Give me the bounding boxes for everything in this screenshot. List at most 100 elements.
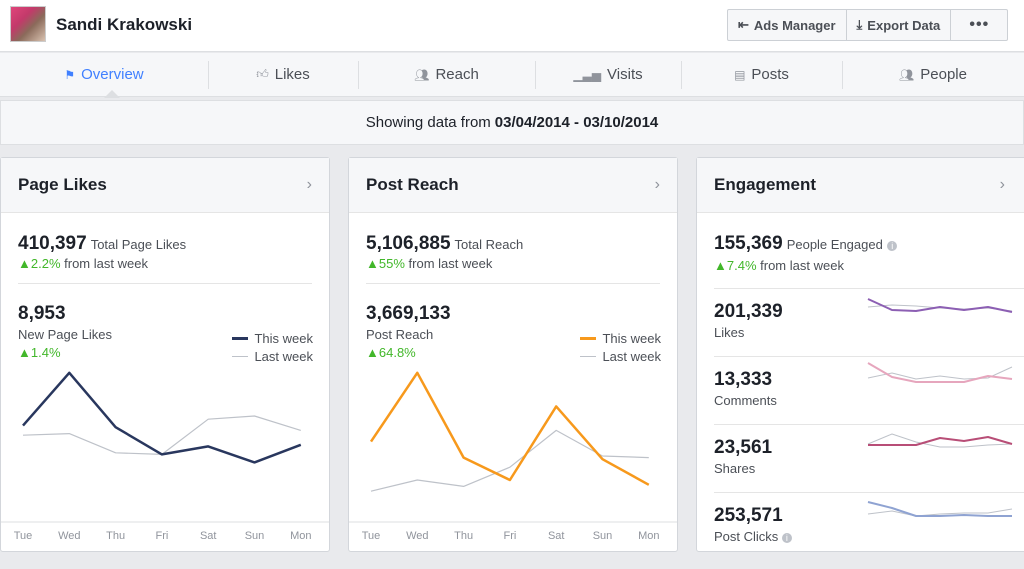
date-range[interactable]: 03/04/2014 - 03/10/2014 <box>494 114 659 131</box>
tab-likes[interactable]: 👍︎ Likes <box>208 53 358 96</box>
active-tab-caret <box>104 90 120 98</box>
tab-label: Likes <box>274 66 310 83</box>
flag-icon: ⚑ <box>64 67 76 82</box>
legend-label: This week <box>254 330 313 346</box>
export-data-label: Export Data <box>867 17 941 33</box>
ads-manager-label: Ads Manager <box>753 17 836 33</box>
change-value: 64.8% <box>378 345 416 360</box>
legend-swatch <box>580 355 597 357</box>
divider <box>366 283 660 284</box>
ads-manager-button[interactable]: ⇤ Ads Manager <box>728 10 847 40</box>
metric-label-text: Shares <box>714 461 756 476</box>
tab-label: Overview <box>81 66 144 83</box>
info-icon[interactable]: i <box>887 241 898 251</box>
post-reach-change: ▲64.8% <box>366 345 416 360</box>
page-likes-header[interactable]: Page Likes › <box>1 158 329 213</box>
tab-visits[interactable]: ▁▃▅ Visits <box>535 53 681 96</box>
header-buttons: ⇤ Ads Manager ⤓ Export Data ••• <box>727 9 1009 41</box>
change-value: 55% <box>378 256 405 271</box>
engaged-change: ▲7.4% from last week <box>714 258 844 273</box>
more-button[interactable]: ••• <box>969 16 990 33</box>
change-label: from last week <box>408 256 493 271</box>
change-value: 2.2% <box>30 256 61 271</box>
tab-reach[interactable]: 👥︎ Reach <box>358 53 535 96</box>
change-label: from last week <box>760 258 844 273</box>
avatar[interactable] <box>10 6 46 42</box>
people-icon: 👥︎ <box>414 67 430 82</box>
bar-chart-icon: ▁▃▅ <box>573 67 602 82</box>
export-data-button[interactable]: ⤓ Export Data <box>847 10 952 40</box>
legend-label: Last week <box>602 348 661 364</box>
total-reach: 5,106,885 Total Reach <box>366 233 523 255</box>
post-reach-card: Post Reach › 5,106,885 Total Reach ▲55% fr… <box>348 157 678 552</box>
metric-value: 253,571 <box>714 505 783 526</box>
metric-value: 13,333 <box>714 369 773 390</box>
card-title: Page Likes <box>18 175 107 194</box>
insights-nav: ⚑ Overview 👍︎ Likes 👥︎ Reach ▁▃▅ Visits ▤ Pos… <box>0 53 1024 97</box>
chart-legend: This week Last week <box>232 329 313 365</box>
legend-swatch <box>232 336 249 340</box>
metric-label: Post Clicks i <box>714 529 792 544</box>
metric-label-text: Post Clicks <box>714 529 779 544</box>
divider <box>714 288 1024 289</box>
chevron-right-icon[interactable]: › <box>999 176 1005 193</box>
page-likes-card: Page Likes › 410,397 Total Page Likes ▲2.2… <box>0 157 330 552</box>
tab-label: Visits <box>607 66 643 83</box>
tab-overview[interactable]: ⚑ Overview <box>0 53 208 96</box>
legend-swatch <box>580 336 597 340</box>
chart-legend: This week Last week <box>580 329 661 365</box>
thumbs-up-icon: 👍︎ <box>256 67 269 81</box>
date-prefix: Showing data from <box>365 114 491 131</box>
card-title: Engagement <box>714 175 817 194</box>
legend-this-week: This week <box>580 329 661 347</box>
people-engaged: 155,369 People Engaged i <box>714 233 898 255</box>
post-reach-header[interactable]: Post Reach › <box>349 158 677 213</box>
total-likes: 410,397 Total Page Likes <box>18 233 186 255</box>
total-label: Total Reach <box>454 237 524 252</box>
change-value: 7.4% <box>726 258 757 273</box>
metric-label: Likes <box>714 325 744 340</box>
page-header: Sandi Krakowski ⇤ Ads Manager ⤓ Export Dat… <box>0 0 1024 52</box>
total-label: Total Page Likes <box>90 237 187 252</box>
metric-label-text: Comments <box>714 393 777 408</box>
tab-label: Posts <box>751 66 789 83</box>
total-label: People Engaged <box>786 237 883 252</box>
post-reach-value: 3,669,133 <box>366 303 451 324</box>
metric-value: 23,561 <box>714 437 773 458</box>
chevron-right-icon[interactable]: › <box>306 176 312 193</box>
new-likes-label: New Page Likes <box>18 327 112 342</box>
chevron-right-icon[interactable]: › <box>654 176 660 193</box>
card-title: Post Reach <box>366 175 459 194</box>
change-label: from last week <box>64 256 148 271</box>
metric-label: Shares <box>714 461 755 476</box>
new-likes-value: 8,953 <box>18 303 66 324</box>
info-icon[interactable]: i <box>781 533 792 543</box>
legend-label: Last week <box>254 348 313 364</box>
engagement-header[interactable]: Engagement › <box>697 158 1024 213</box>
reach-change: ▲55% from last week <box>366 256 493 271</box>
new-likes-change: ▲1.4% <box>18 345 61 360</box>
divider <box>18 283 312 284</box>
download-icon: ⤓ <box>856 17 863 32</box>
page-name[interactable]: Sandi Krakowski <box>56 15 193 34</box>
change-value: 1.4% <box>30 345 61 360</box>
metric-label-text: Likes <box>714 325 745 340</box>
tab-label: People <box>920 66 967 83</box>
legend-label: This week <box>602 330 661 346</box>
legend-this-week: This week <box>232 329 313 347</box>
metric-value: 201,339 <box>714 301 783 322</box>
post-reach-label: Post Reach <box>366 327 434 342</box>
legend-last-week: Last week <box>232 347 313 365</box>
tab-posts[interactable]: ▤ Posts <box>681 53 842 96</box>
tab-label: Reach <box>435 66 479 83</box>
metric-label: Comments <box>714 393 777 408</box>
divider <box>714 492 1024 493</box>
date-range-bar: Showing data from 03/04/2014 - 03/10/201… <box>0 100 1024 145</box>
divider <box>714 424 1024 425</box>
total-value: 155,369 <box>714 233 783 254</box>
engagement-card: Engagement › 155,369 People Engaged i ▲7.4… <box>696 157 1024 552</box>
legend-last-week: Last week <box>580 347 661 365</box>
tab-people[interactable]: 👥︎ People <box>842 53 1024 96</box>
posts-icon: ▤ <box>734 67 746 82</box>
legend-swatch <box>232 355 249 357</box>
